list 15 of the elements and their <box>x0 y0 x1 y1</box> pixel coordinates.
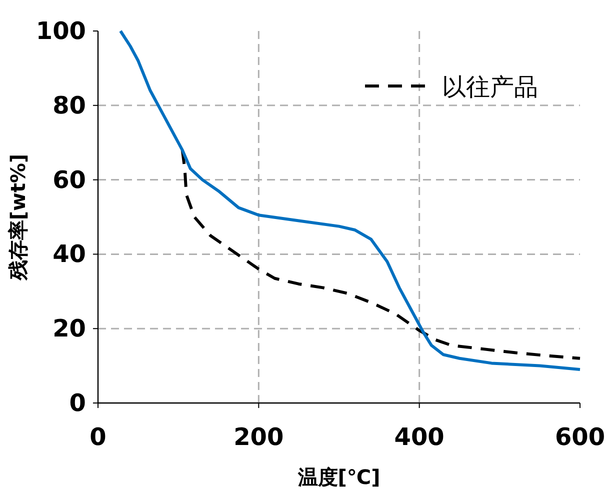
line-series <box>118 30 582 372</box>
x-tick-label: 600 <box>554 423 606 451</box>
y-tick-label: 20 <box>52 314 86 343</box>
y-tick-label: 80 <box>52 91 86 120</box>
x-tick-label: 0 <box>90 423 106 451</box>
x-axis-title: 温度[℃] <box>296 465 380 489</box>
legend-label: 以往产品 <box>442 73 538 101</box>
x-tick-label: 400 <box>394 423 444 451</box>
y-tick-label: 40 <box>52 240 86 268</box>
y-axis-title: 残存率[wt%] <box>6 154 30 282</box>
y-tick-label: 0 <box>69 389 86 417</box>
y-tick-label: 60 <box>52 166 86 194</box>
line-series <box>180 148 582 360</box>
y-tick-label: 100 <box>36 17 86 45</box>
x-tick-label: 200 <box>234 423 284 451</box>
